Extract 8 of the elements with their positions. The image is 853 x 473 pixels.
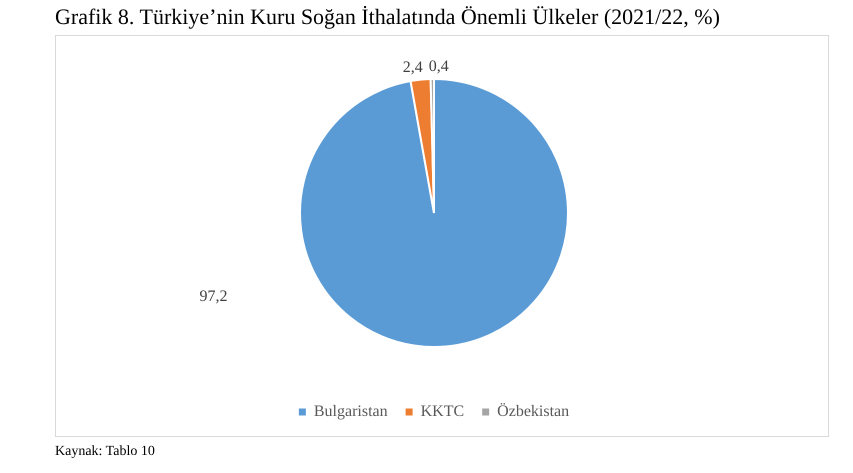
chart-title: Grafik 8. Türkiye’nin Kuru Soğan İthalatında Önemli Ülkeler (2021/22, %) (55, 4, 720, 30)
legend-label: Bulgaristan (314, 403, 388, 420)
data-label: 0,4 (428, 58, 449, 76)
legend-label: Özbekistan (497, 403, 570, 420)
text: Kaynak: Tablo 10 (55, 443, 155, 460)
data-label: 2,4 (402, 58, 423, 76)
data-label: 97,2 (199, 288, 228, 306)
legend-label: KKTC (420, 403, 464, 420)
